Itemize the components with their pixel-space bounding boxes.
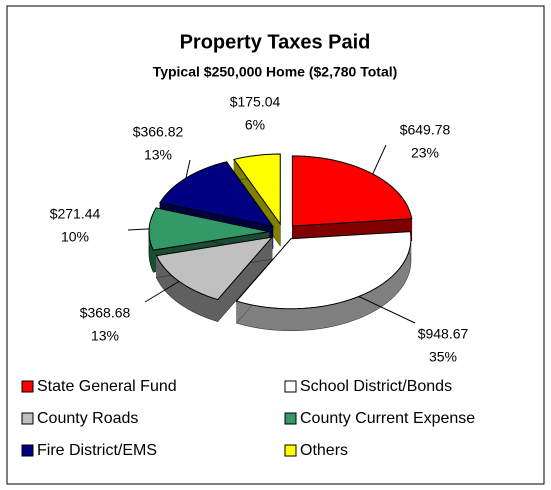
legend-swatch — [21, 412, 34, 425]
slice-side — [397, 266, 401, 294]
data-label: $368.68 — [80, 305, 131, 321]
legend-swatch — [21, 444, 34, 457]
slice-side — [182, 283, 188, 310]
slice-side — [379, 282, 385, 309]
slice-side — [290, 308, 298, 332]
slice-side — [361, 292, 367, 318]
legend-swatch — [284, 412, 297, 425]
slice-side — [284, 308, 292, 332]
pie-slice — [291, 155, 413, 227]
leader-line — [372, 144, 387, 175]
chart-title: Property Taxes Paid — [180, 31, 371, 53]
slice-side — [196, 291, 203, 317]
slice-side — [321, 304, 329, 329]
slice-side — [391, 273, 396, 300]
slice-side — [168, 271, 173, 299]
slice-side — [253, 304, 261, 329]
slice-side — [309, 306, 317, 331]
legend-swatch — [284, 380, 297, 393]
leader-line — [185, 159, 191, 179]
slice-side — [366, 290, 372, 316]
data-label: $649.78 — [400, 122, 451, 138]
slice-side — [187, 286, 193, 312]
legend-label: School District/Bonds — [300, 378, 452, 395]
slice-side — [171, 274, 176, 302]
percent-label: 6% — [245, 117, 265, 133]
slice-side — [383, 279, 389, 306]
slice-side — [345, 298, 352, 324]
slice-bottom-edge — [156, 258, 273, 322]
legend-label: Others — [300, 442, 348, 459]
leader-line — [144, 280, 180, 303]
legend-swatch — [21, 380, 34, 393]
percent-label: 13% — [144, 147, 172, 163]
slice-side — [394, 269, 399, 297]
leader-line — [127, 228, 150, 231]
slice-side — [355, 294, 362, 320]
percent-label: 35% — [429, 349, 457, 365]
slice-side — [339, 300, 346, 326]
data-label: $366.82 — [133, 124, 184, 140]
slice-side — [315, 306, 323, 330]
slice-side — [303, 307, 310, 331]
slice-side — [191, 288, 198, 315]
slice-side — [211, 297, 219, 322]
slice-side — [333, 302, 340, 327]
legend-label: State General Fund — [37, 378, 177, 395]
legend-label: Fire District/EMS — [37, 442, 157, 459]
slice-side — [327, 303, 335, 328]
slice-side — [370, 287, 376, 314]
slice-side — [259, 306, 267, 330]
slice-side — [178, 280, 184, 307]
slice-side — [350, 297, 357, 322]
slice-bottom-edge — [236, 253, 412, 331]
percent-label: 10% — [61, 229, 89, 245]
data-label: $271.44 — [50, 206, 101, 222]
leader-line — [358, 296, 416, 324]
slice-side — [271, 307, 279, 331]
legend-label: County Roads — [37, 410, 138, 427]
slice-side — [278, 308, 285, 331]
chart-subtitle: Typical $250,000 Home ($2,780 Total) — [153, 64, 398, 80]
slice-side — [265, 306, 273, 331]
slice-side — [206, 295, 213, 321]
slice-side — [296, 308, 304, 331]
legend-swatch — [284, 444, 297, 457]
slice-side — [201, 293, 208, 319]
slice-side — [400, 262, 404, 291]
pie-slice — [235, 231, 412, 310]
percent-label: 23% — [411, 145, 439, 161]
percent-label: 13% — [91, 328, 119, 344]
slice-side — [387, 276, 392, 303]
pie-slice — [233, 153, 281, 226]
data-label: $948.67 — [418, 326, 469, 342]
legend-label: County Current Expense — [300, 410, 475, 427]
chart-border — [6, 5, 545, 485]
data-label: $175.04 — [230, 94, 281, 110]
